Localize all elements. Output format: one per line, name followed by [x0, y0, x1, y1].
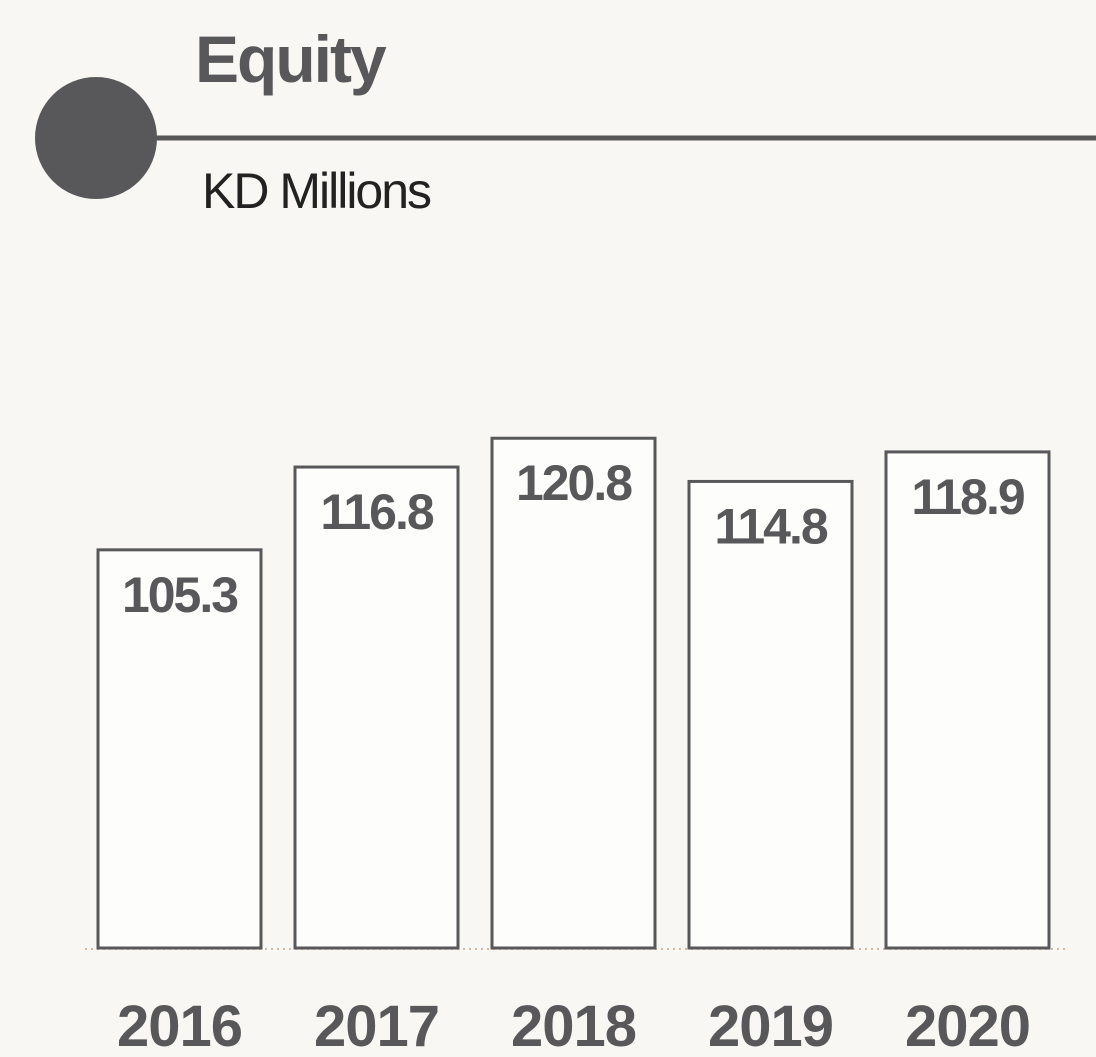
value-label: 114.8 [714, 498, 828, 554]
value-label: 120.8 [516, 455, 632, 511]
x-tick-label: 2020 [905, 994, 1030, 1057]
value-label: 105.3 [122, 567, 237, 623]
value-label: 116.8 [320, 484, 434, 540]
bar [96, 548, 263, 950]
value-label: 118.9 [911, 469, 1024, 525]
bar [884, 450, 1051, 950]
header-dot [35, 77, 157, 199]
x-tick-label: 2019 [708, 994, 833, 1057]
chart-subtitle: KD Millions [202, 163, 431, 219]
bar [490, 436, 657, 950]
bar [293, 465, 460, 950]
x-tick-label: 2017 [314, 994, 439, 1057]
x-tick-label: 2018 [511, 994, 636, 1057]
chart-title: Equity [195, 22, 387, 96]
bar [687, 479, 854, 950]
x-tick-label: 2016 [117, 994, 242, 1057]
